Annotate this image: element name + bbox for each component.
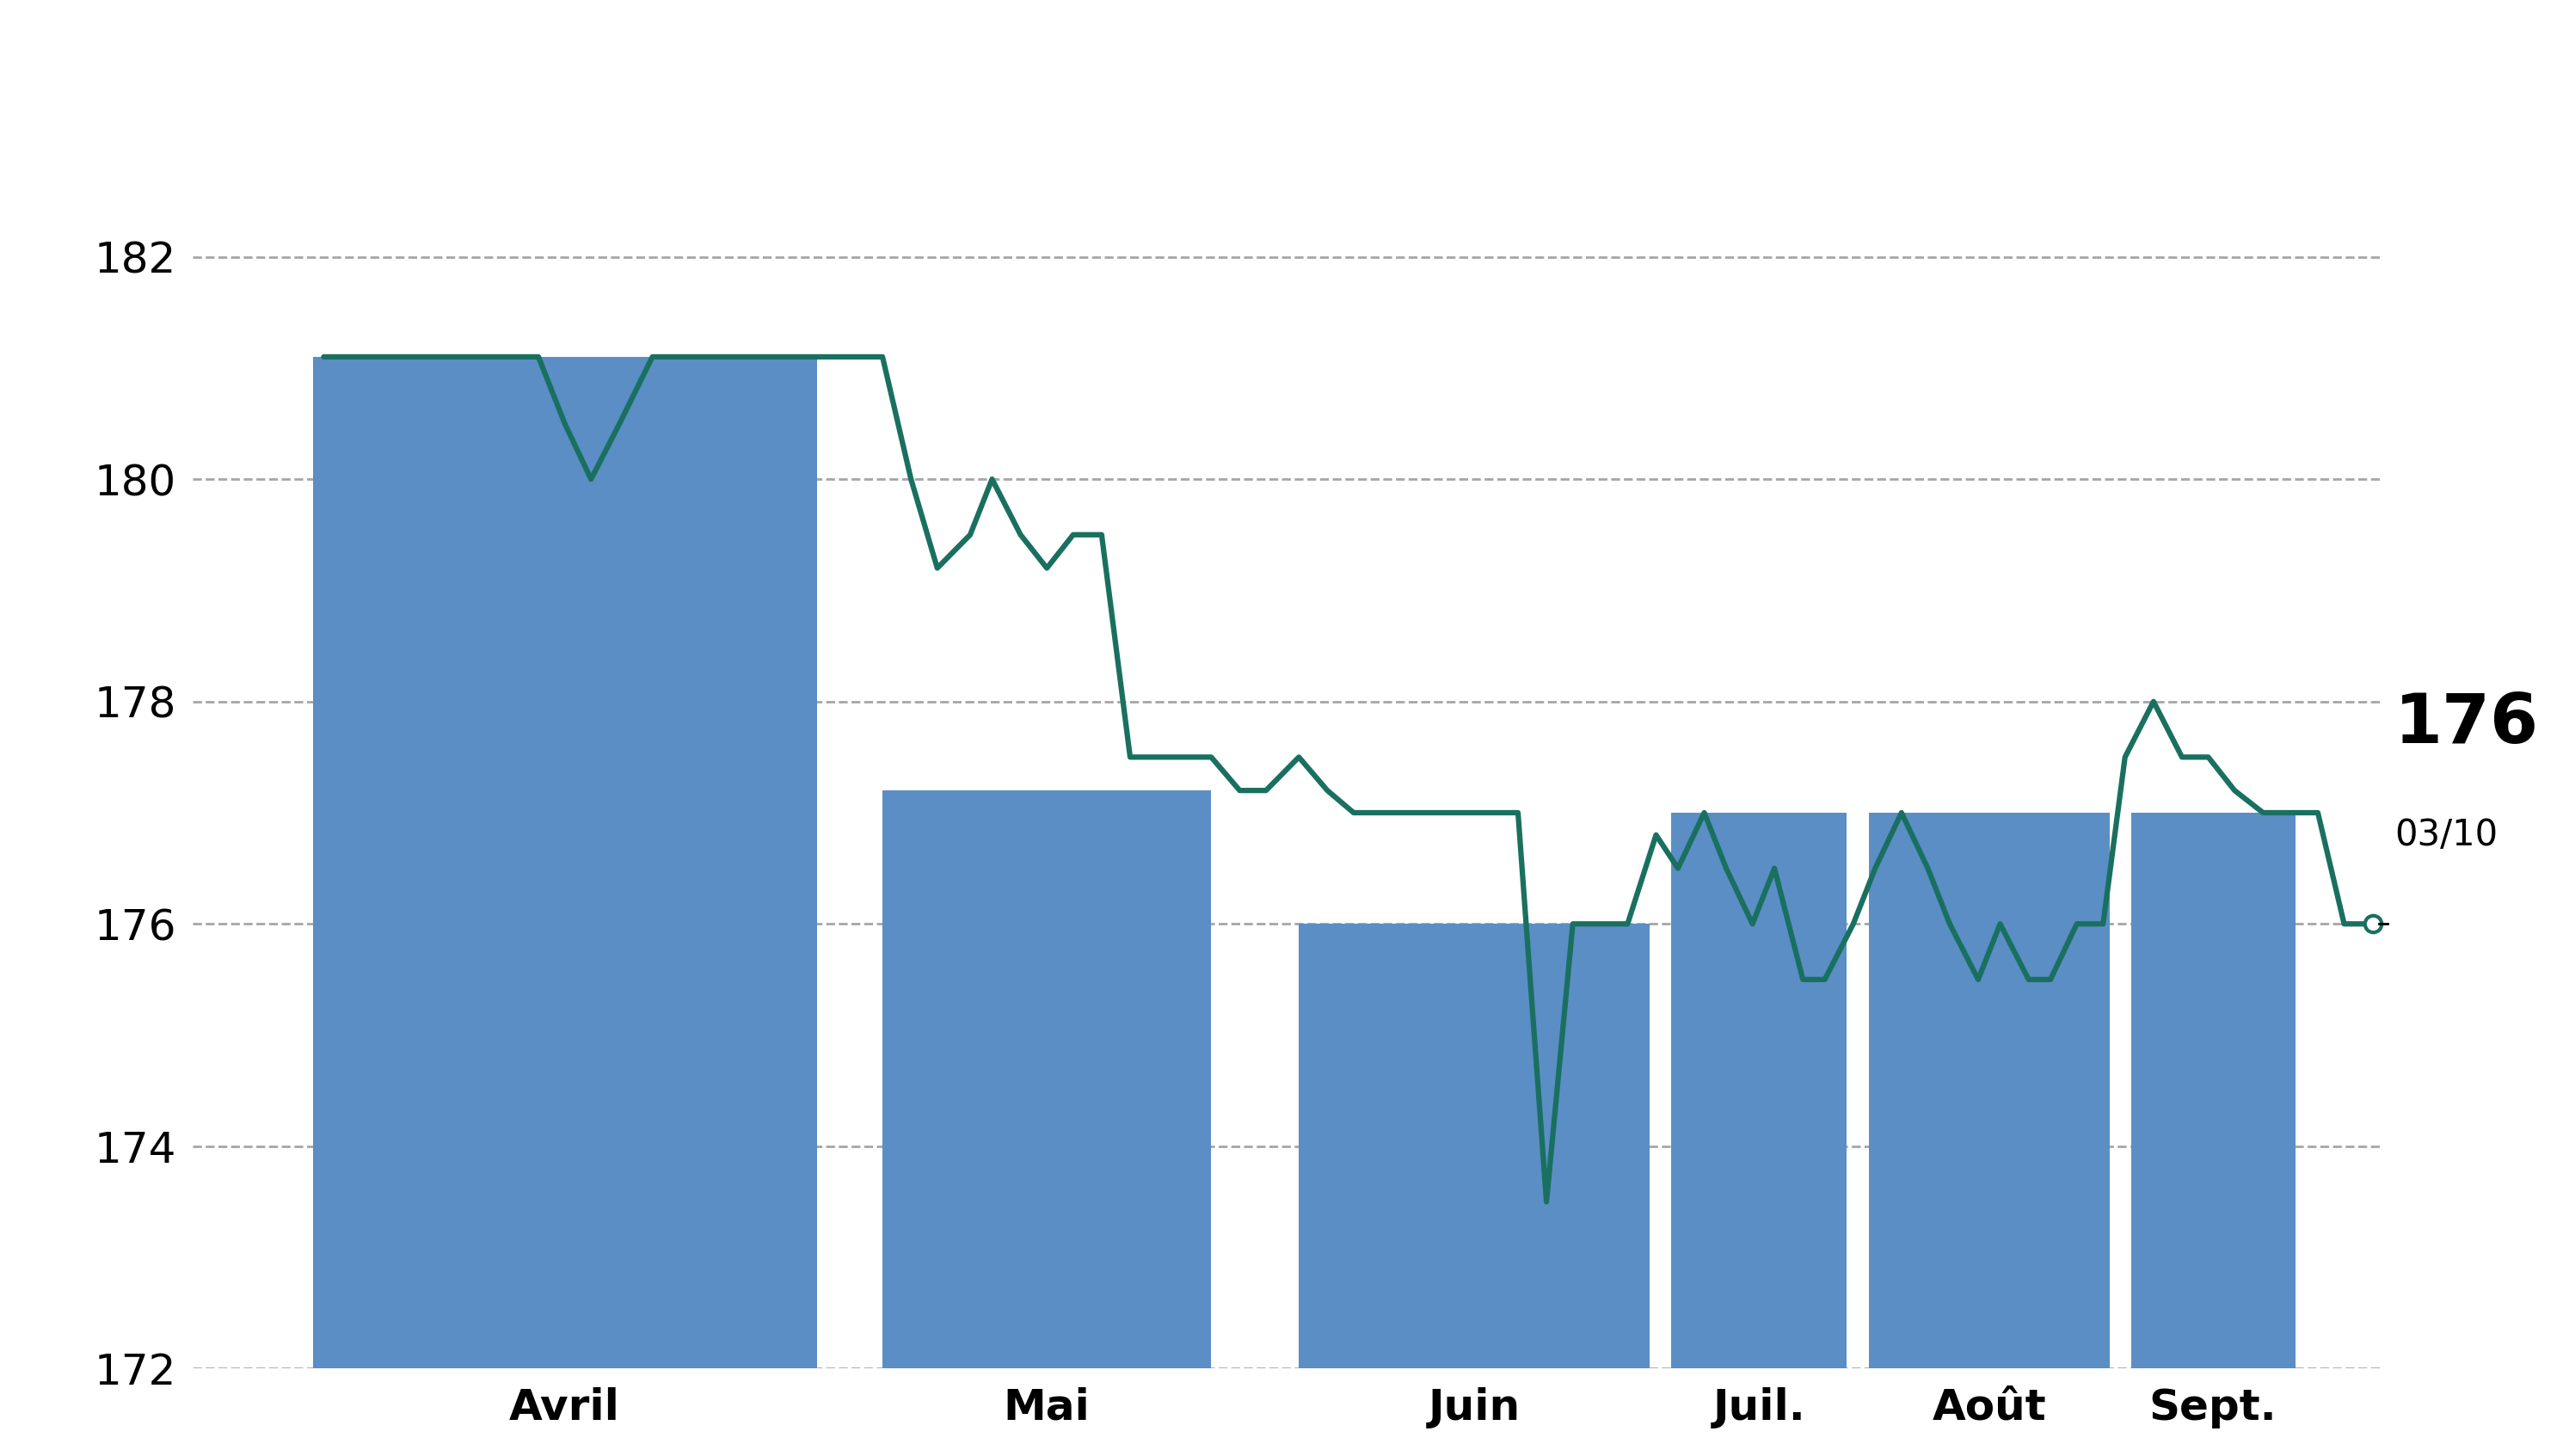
- Bar: [313, 357, 818, 1369]
- Bar: [1868, 812, 2109, 1369]
- Bar: [882, 791, 1212, 1369]
- Text: FIDUCIAL REAL EST.: FIDUCIAL REAL EST.: [751, 13, 1812, 106]
- Bar: [2132, 812, 2296, 1369]
- Bar: [1671, 812, 1848, 1369]
- Text: 176: 176: [2394, 690, 2540, 757]
- Text: 03/10: 03/10: [2394, 817, 2499, 853]
- Bar: [1299, 925, 1651, 1369]
